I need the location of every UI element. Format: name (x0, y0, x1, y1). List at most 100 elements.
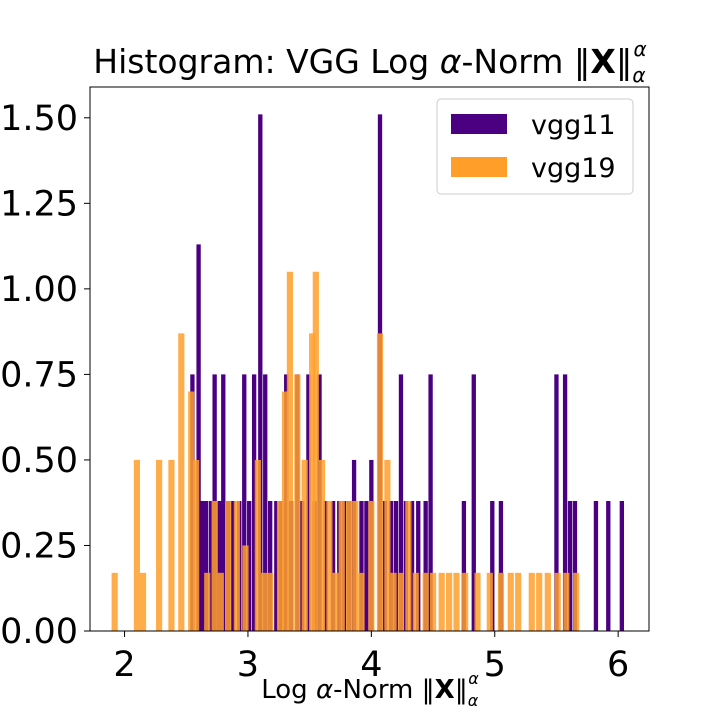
bar-vgg19-45 (486, 572, 493, 631)
bar-vgg19-42 (453, 572, 460, 631)
axes-frame (89, 86, 650, 632)
bar-vgg19-9 (211, 500, 218, 631)
y-tick-label-5: 1.25 (0, 184, 78, 224)
bar-vgg11-53 (593, 500, 599, 631)
bar-vgg11-32 (359, 500, 364, 631)
bar-vgg11-1 (196, 244, 201, 631)
bar-vgg11-27 (330, 500, 336, 631)
bar-vgg11-51 (567, 500, 573, 631)
y-tick-label-0: 0.00 (0, 612, 78, 652)
bar-vgg19-51 (544, 572, 551, 631)
bar-vgg19-39 (429, 572, 437, 631)
bar-vgg19-26 (332, 572, 339, 631)
chart-title-alpha: α (440, 42, 462, 81)
bar-vgg11-14 (258, 114, 263, 631)
bar-vgg19-23 (312, 271, 319, 631)
bar-vgg19-22 (309, 333, 316, 631)
chart-title: Histogram: VGG Log α-Norm ‖X‖αα (93, 37, 646, 87)
bar-vgg11-49 (554, 374, 559, 631)
x-label-norm-word: -Norm (333, 675, 422, 705)
x-tick-label-0: 2 (113, 645, 135, 685)
bar-vgg19-40 (438, 572, 445, 631)
bar-vgg19-31 (368, 500, 375, 631)
bar-vgg19-38 (422, 572, 429, 631)
y-axis: 0.00 0.25 0.50 0.75 1.00 1.25 1.50 (0, 99, 90, 652)
y-tick-label-2: 0.50 (0, 441, 78, 481)
bar-vgg11-50 (562, 374, 568, 631)
bar-vgg11-7 (221, 374, 226, 631)
series-vgg19 (111, 271, 580, 631)
bar-vgg19-53 (563, 572, 570, 631)
x-label-norm-close: ‖ (455, 675, 468, 705)
bar-vgg11-37 (388, 500, 394, 631)
x-label-norm-open: ‖ (422, 675, 435, 705)
bar-vgg19-25 (326, 500, 333, 631)
bar-vgg19-10 (217, 572, 224, 631)
bar-vgg11-26 (323, 500, 328, 631)
bar-vgg11-39 (398, 374, 404, 631)
bar-vgg11-11 (242, 374, 247, 631)
bar-vgg19-16 (267, 572, 274, 631)
legend-label-vgg11: vgg11 (531, 110, 616, 141)
bar-vgg19-54 (573, 572, 580, 631)
bar-vgg19-4 (168, 459, 175, 631)
bar-vgg19-48 (515, 572, 522, 631)
bar-vgg11-13 (251, 374, 257, 631)
bar-vgg19-14 (254, 459, 261, 631)
bar-vgg11-9 (230, 500, 236, 631)
x-label-main: Log (261, 675, 316, 705)
bar-vgg11-42 (416, 500, 421, 631)
bar-vgg19-5 (178, 333, 185, 631)
x-label-x: X (435, 675, 455, 705)
x-label-sup: α (468, 669, 479, 688)
bar-vgg19-18 (281, 391, 289, 631)
bar-vgg11-12 (247, 500, 252, 631)
bar-vgg11-45 (461, 500, 467, 631)
bar-vgg19-47 (507, 572, 514, 631)
chart-title-x: X (590, 42, 615, 81)
bar-vgg19-24 (318, 459, 326, 631)
bar-vgg19-17 (276, 500, 284, 631)
bar-vgg11-4 (208, 500, 214, 631)
bar-vgg19-49 (528, 572, 535, 631)
legend-swatch-vgg11 (451, 114, 507, 134)
bar-vgg11-33 (364, 500, 369, 631)
bar-vgg19-20 (294, 374, 301, 631)
bar-vgg11-52 (572, 500, 578, 631)
bar-vgg19-7 (193, 459, 200, 631)
bar-vgg19-37 (412, 572, 419, 631)
bar-vgg11-15 (263, 374, 268, 631)
bar-vgg19-52 (554, 572, 561, 631)
bar-vgg19-3 (156, 459, 163, 631)
x-label-sub: α (468, 691, 479, 710)
bar-vgg19-44 (474, 572, 481, 631)
bar-vgg11-44 (428, 374, 433, 631)
x-axis-label: Log α-Norm ‖X‖αα (261, 669, 479, 710)
bar-vgg19-8 (204, 572, 211, 631)
bar-vgg19-15 (260, 572, 268, 631)
bar-vgg11-54 (606, 500, 611, 631)
bar-vgg11-47 (490, 500, 495, 631)
x-label-alpha: α (316, 675, 333, 705)
bar-vgg19-32 (376, 333, 384, 631)
bar-vgg11-17 (274, 500, 279, 631)
bar-vgg11-3 (203, 500, 209, 631)
x-axis: 2 3 4 5 6 (113, 631, 629, 685)
chart-title-sup: α (634, 37, 647, 61)
chart-title-norm-close: ‖ (616, 42, 633, 81)
bar-vgg19-34 (390, 572, 397, 631)
bar-vgg11-41 (409, 500, 415, 631)
bar-vgg19-33 (384, 459, 391, 631)
bar-vgg19-2 (139, 572, 147, 631)
bar-vgg19-13 (242, 545, 249, 631)
chart-title-sub: α (632, 63, 645, 87)
bar-vgg19-28 (346, 500, 353, 631)
bar-vgg11-38 (393, 500, 399, 631)
y-tick-label-4: 1.00 (0, 270, 78, 310)
bar-vgg19-35 (397, 572, 405, 631)
bar-vgg11-16 (268, 500, 273, 631)
bar-vgg11-55 (619, 500, 625, 631)
chart-title-main: Histogram: VGG Log (93, 42, 439, 81)
bar-vgg19-1 (133, 459, 140, 631)
